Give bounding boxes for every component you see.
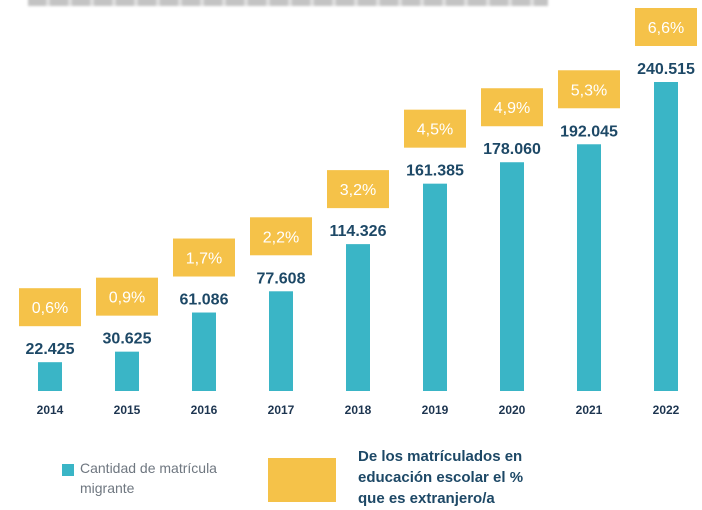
year-tick-2015: 2015: [114, 403, 141, 417]
cropped-title-remnant: [28, 0, 548, 6]
percent-label-2015: 0,9%: [109, 290, 145, 307]
value-label-2021: 192.045: [560, 123, 618, 140]
value-label-2019: 161.385: [406, 163, 464, 180]
year-tick-2016: 2016: [191, 403, 218, 417]
percent-label-2016: 1,7%: [186, 251, 222, 268]
bar-2022: [654, 82, 678, 391]
value-label-2018: 114.326: [330, 223, 387, 240]
percent-box-2016: [173, 238, 235, 277]
bar-2021: [577, 144, 601, 391]
legend-label-percentage: De los matrículados en educación escolar…: [358, 448, 524, 507]
bar-2020: [500, 162, 524, 391]
year-tick-2014: 2014: [37, 403, 64, 417]
year-tick-2021: 2021: [576, 403, 603, 417]
value-label-2017: 77.608: [257, 270, 306, 287]
year-tick-2022: 2022: [653, 403, 680, 417]
percent-box-2015: [96, 277, 158, 316]
value-label-2015: 30.625: [103, 331, 152, 348]
bar-2018: [346, 244, 370, 391]
bar-2019: [423, 183, 447, 391]
year-tick-2019: 2019: [422, 403, 449, 417]
percent-box-2021: [558, 70, 620, 109]
percent-box-2019: [404, 109, 466, 148]
year-tick-2017: 2017: [268, 403, 295, 417]
percent-box-2014: [19, 288, 81, 327]
legend-label-enrollment: Cantidad de matrícula migrante: [80, 460, 217, 496]
percent-label-2014: 0,6%: [32, 300, 68, 317]
percent-box-2018: [327, 170, 389, 209]
percent-box-2022: [635, 8, 697, 46]
legend-swatch-percentage: [268, 458, 336, 502]
year-tick-2020: 2020: [499, 403, 526, 417]
percent-box-2020: [481, 88, 543, 127]
legend-swatch-enrollment: [62, 464, 74, 476]
value-label-2014: 22.425: [26, 341, 75, 358]
percent-label-2022: 6,6%: [648, 20, 684, 37]
value-label-2016: 61.086: [180, 292, 229, 309]
percent-label-2019: 4,5%: [417, 122, 453, 139]
percent-label-2020: 4,9%: [494, 100, 530, 117]
value-label-2020: 178.060: [483, 141, 541, 158]
percent-label-2018: 3,2%: [340, 182, 376, 199]
percent-box-2017: [250, 217, 312, 256]
bar-2017: [269, 291, 293, 391]
percent-label-2021: 5,3%: [571, 82, 607, 99]
year-tick-2018: 2018: [345, 403, 372, 417]
bar-2015: [115, 351, 139, 391]
bar-2016: [192, 312, 216, 391]
bar-2014: [38, 362, 62, 391]
value-label-2022: 240.515: [637, 61, 695, 78]
percent-label-2017: 2,2%: [263, 229, 299, 246]
